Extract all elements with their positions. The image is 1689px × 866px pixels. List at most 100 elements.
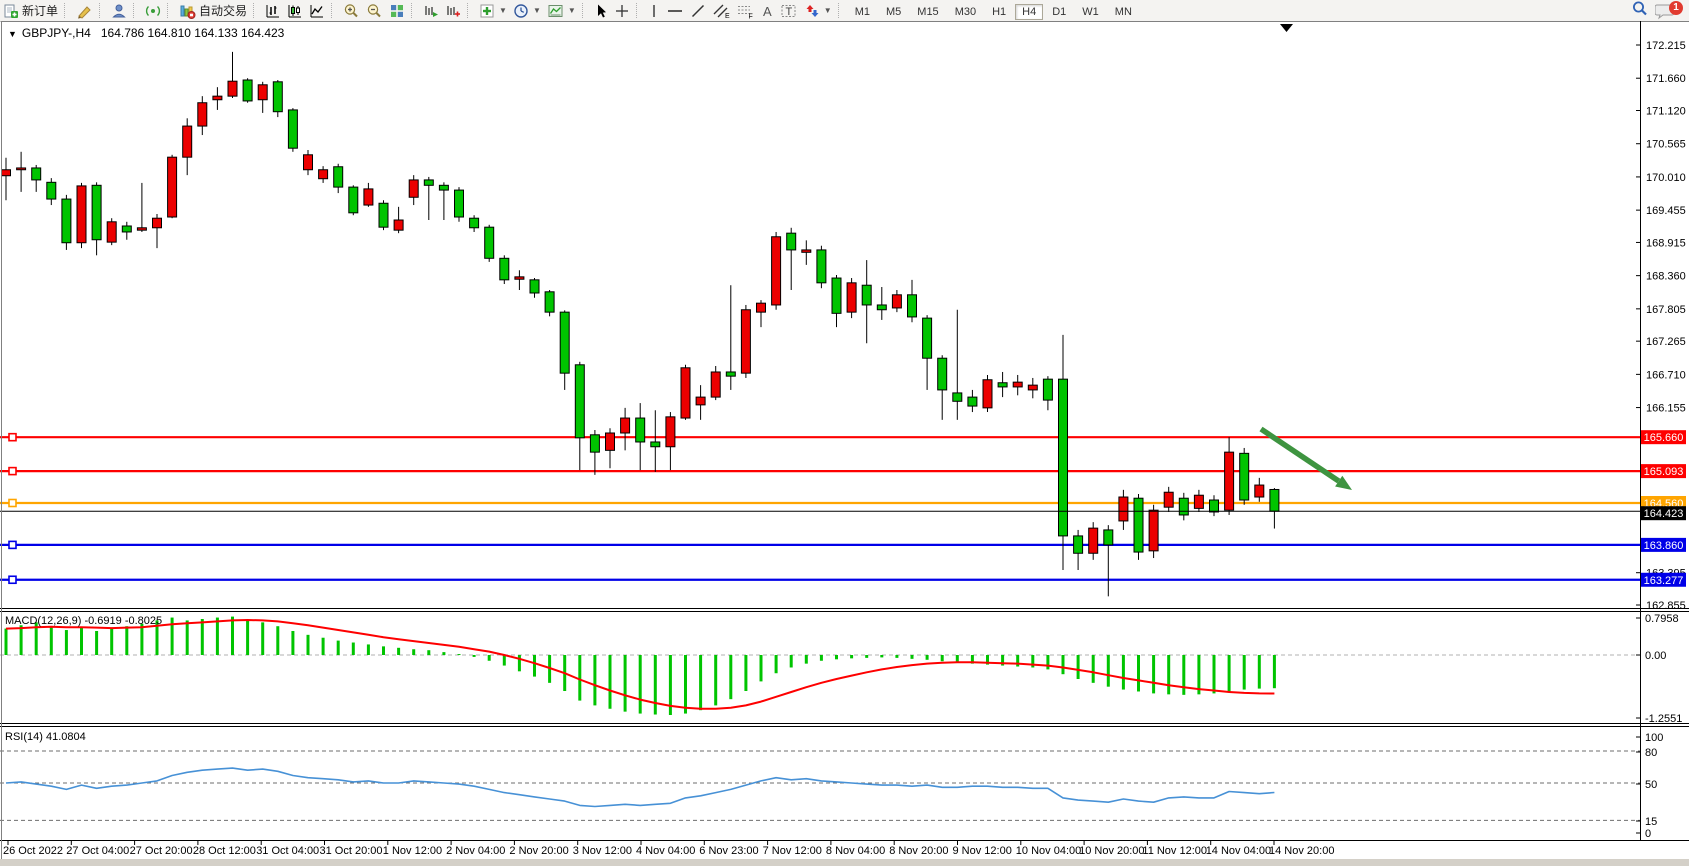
cursor-tool-button[interactable]	[591, 1, 611, 20]
signal-button[interactable]	[142, 1, 164, 20]
macd-bar	[1182, 655, 1186, 695]
candle	[1163, 491, 1174, 508]
candle	[363, 188, 374, 206]
arrow-annotation-shaft[interactable]	[1259, 426, 1341, 484]
candle	[740, 309, 751, 374]
timeframe-m15-button[interactable]: M15	[917, 5, 939, 18]
macd-bar	[638, 655, 642, 714]
price-line-handle[interactable]	[8, 540, 17, 550]
candle	[333, 166, 344, 188]
timeframe-m5-button[interactable]: M5	[886, 5, 902, 18]
candlestick-chart-type-button[interactable]	[284, 1, 306, 20]
macd-bar	[34, 622, 38, 655]
price-line-handle[interactable]	[8, 432, 17, 442]
price-line-handle[interactable]	[8, 466, 17, 476]
autotrading-button[interactable]: 自动交易	[176, 1, 250, 20]
time-axis-label: 10 Nov 04:00	[1016, 845, 1081, 857]
vertical-line-tool-button[interactable]	[645, 1, 663, 20]
periods-button[interactable]: ▼	[510, 1, 544, 20]
tile-windows-button[interactable]	[386, 1, 408, 20]
candle	[771, 236, 782, 306]
candle	[952, 392, 963, 402]
timeframe-w1-button[interactable]: W1	[1082, 5, 1099, 18]
candle	[272, 81, 283, 113]
dropdown-caret-icon: ▼	[823, 6, 832, 15]
macd-bar	[4, 628, 8, 655]
zoom-out-button[interactable]	[363, 1, 386, 20]
indicators-button[interactable]: ▼	[476, 1, 510, 20]
candle	[620, 417, 631, 434]
price-tick-label: 170.565	[1646, 139, 1686, 151]
chat-button[interactable]: 1	[1654, 0, 1683, 20]
vertical-line-icon	[648, 3, 660, 19]
signal-icon	[145, 3, 161, 19]
bar-chart-icon	[265, 3, 281, 19]
fibonacci-tool-button[interactable]: F	[733, 1, 757, 20]
zoom-in-button[interactable]	[340, 1, 363, 20]
time-axis-label: 4 Nov 04:00	[636, 845, 695, 857]
candle	[136, 227, 147, 231]
macd-bar	[427, 650, 431, 655]
bar-chart-type-button[interactable]	[262, 1, 284, 20]
macd-bar	[64, 630, 68, 655]
chart-shift-button[interactable]	[442, 1, 464, 20]
new-order-button[interactable]: 新订单	[0, 1, 61, 20]
macd-bar	[457, 654, 461, 656]
line-chart-type-button[interactable]	[306, 1, 328, 20]
macd-bar	[699, 655, 703, 711]
toolbar-separator	[635, 3, 640, 18]
timeframe-h4-button[interactable]: H4	[1015, 3, 1044, 20]
price-line-handle[interactable]	[8, 498, 17, 508]
toolbar-separator	[581, 3, 586, 18]
trendline-tool-button[interactable]	[687, 1, 709, 20]
arrows-tool-button[interactable]: ▼	[801, 1, 835, 20]
price-line-handle[interactable]	[8, 575, 17, 585]
crayon-tool-button[interactable]	[73, 1, 96, 20]
timeframe-m1-button[interactable]: M1	[854, 5, 870, 18]
search-icon[interactable]	[1631, 0, 1649, 21]
svg-text:A: A	[763, 4, 772, 19]
macd-bar	[533, 655, 536, 677]
profile-button[interactable]	[108, 1, 130, 20]
candle	[1224, 451, 1235, 511]
timeframe-mn-button[interactable]: MN	[1114, 5, 1132, 18]
candle	[1178, 497, 1189, 516]
auto-scroll-button[interactable]	[420, 1, 442, 20]
templates-button[interactable]: ▼	[544, 1, 579, 20]
candle	[227, 80, 238, 97]
macd-bar	[1016, 655, 1020, 667]
svg-text:E: E	[725, 13, 730, 19]
macd-bar	[714, 655, 718, 706]
timeframe-d1-button[interactable]: D1	[1052, 5, 1067, 18]
rsi-indicator-label: RSI(14) 41.0804	[5, 731, 86, 743]
text-tool-button[interactable]: A	[757, 1, 777, 20]
macd-scale-label: 0.00	[1645, 650, 1666, 662]
macd-bar	[1257, 655, 1261, 689]
crosshair-tool-button[interactable]	[611, 1, 633, 20]
timeframe-m30-button[interactable]: M30	[954, 5, 977, 18]
macd-bar	[925, 655, 929, 660]
text-label-tool-button[interactable]: T	[777, 1, 801, 20]
price-badge	[1641, 506, 1686, 521]
horizontal-line-tool-button[interactable]	[663, 1, 687, 20]
notification-badge: 1	[1669, 0, 1683, 15]
candle	[665, 416, 676, 448]
macd-bar	[351, 642, 355, 655]
time-axis-label: 6 Nov 23:00	[699, 845, 758, 857]
macd-bar	[986, 655, 989, 665]
crayon-icon	[76, 3, 93, 19]
timeframe-h1-button[interactable]: H1	[992, 5, 1007, 18]
time-axis-label: 31 Oct 20:00	[320, 845, 383, 857]
candle	[348, 186, 359, 214]
macd-bar	[185, 620, 189, 655]
arrow-annotation-head[interactable]	[1335, 475, 1352, 490]
macd-bar	[306, 634, 310, 655]
channel-tool-button[interactable]: E	[709, 1, 733, 20]
zoom-in-icon	[343, 3, 360, 19]
cursor-icon	[594, 3, 608, 19]
candle	[801, 249, 812, 253]
time-axis-label: 28 Oct 12:00	[193, 845, 256, 857]
collapse-icon[interactable]: ▼	[8, 29, 17, 39]
text-icon: A	[760, 3, 774, 19]
timeframe-group: M1 M5 M15 M30 H1 H4 D1 W1 MN	[847, 3, 1140, 20]
